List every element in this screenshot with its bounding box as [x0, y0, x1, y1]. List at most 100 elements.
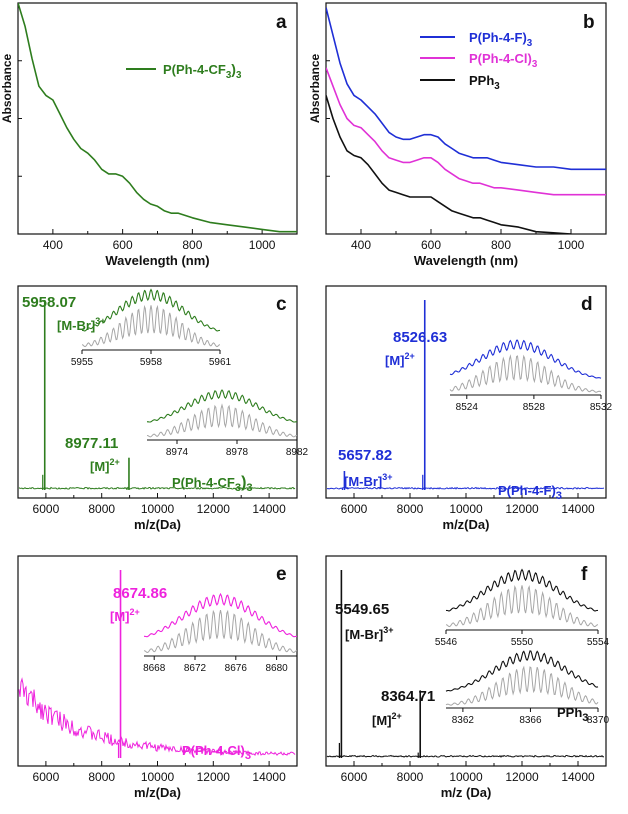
text-part: 3 — [556, 490, 562, 502]
compound-label: P(Ph-4-Cl)3 — [182, 743, 251, 762]
x-axis-label: Wavelength (nm) — [414, 253, 518, 268]
series-line-0 — [326, 7, 606, 171]
panel-letter: b — [583, 12, 595, 33]
ion-label: [M-Br]3+ — [344, 472, 393, 489]
inset-tick-label: 8532 — [590, 402, 613, 413]
x-axis-label: Wavelength (nm) — [105, 253, 209, 268]
inset-tick-label: 8974 — [166, 447, 189, 458]
plot-frame — [325, 2, 607, 235]
text-part: 3 — [235, 482, 241, 494]
x-tick-label: 10000 — [449, 770, 483, 784]
inset-tick-label: 8668 — [143, 663, 166, 674]
text-part: 3+ — [382, 472, 392, 482]
inset-0: 5546 5550 5554 — [435, 568, 610, 648]
panel-d: 6000 8000 10000 12000 14000 m/z(Da) 8526.63 [M]… — [325, 285, 613, 532]
inset-tick-label: 8524 — [456, 402, 479, 413]
x-tick-label: 8000 — [88, 770, 115, 784]
panel-b: 400 600 800 1000 Wavelength (nm) Absorbance b — [308, 2, 607, 268]
inset-simulated-pattern — [445, 584, 599, 628]
text-part: 3 — [582, 712, 588, 724]
x-tick-label: 10000 — [449, 502, 483, 516]
x-tick-label: 1000 — [558, 238, 585, 252]
text-part: [M] — [385, 353, 405, 368]
text-part: 3 — [246, 482, 252, 494]
inset-tick-label: 8978 — [226, 447, 249, 458]
x-axis-label: m/z(Da) — [134, 517, 181, 532]
inset-simulated-pattern — [81, 304, 221, 348]
y-axis-label: Absorbance — [0, 54, 14, 124]
inset-tick-label: 8370 — [587, 715, 610, 726]
plot-frame — [17, 2, 298, 235]
x-axis-label: m/z (Da) — [441, 785, 492, 800]
inset-tick-label: 8982 — [286, 447, 309, 458]
x-tick-label: 10000 — [141, 770, 175, 784]
x-axis-label: m/z(Da) — [134, 785, 181, 800]
x-tick-label: 14000 — [561, 502, 595, 516]
text-part: P(Ph-4-Cl) — [469, 51, 532, 66]
inset-experimental-pattern — [146, 389, 298, 423]
panel-letter: d — [581, 294, 593, 315]
text-part: [M-Br] — [344, 474, 382, 489]
spectrum-baseline — [326, 486, 605, 490]
peak-mz-label: 5958.07 — [22, 294, 76, 311]
text-part: [M] — [90, 459, 110, 474]
x-tick-label: 6000 — [33, 502, 60, 516]
panel-letter: a — [276, 12, 287, 33]
inset-simulated-pattern — [146, 403, 298, 438]
inset-tick-label: 8672 — [184, 663, 207, 674]
inset-tick-label: 8676 — [225, 663, 248, 674]
series-line-1 — [326, 67, 606, 196]
inset-tick-label: 5554 — [587, 637, 610, 648]
x-tick-label: 400 — [351, 238, 371, 252]
plot-frame — [325, 285, 607, 499]
inset-0: 5955 5958 5961 — [71, 288, 232, 368]
y-axis-label: Absorbance — [308, 54, 322, 124]
inset-1: 8362 8366 8370 — [445, 650, 610, 726]
x-tick-label: 8000 — [88, 502, 115, 516]
text-part: [M-Br] — [57, 318, 95, 333]
panel-letter: c — [276, 294, 287, 315]
ion-label: [M]2+ — [110, 607, 140, 624]
plot-frame — [325, 555, 607, 767]
inset-simulated-pattern — [445, 665, 599, 706]
inset-tick-label: 5955 — [71, 357, 94, 368]
text-part: P(Ph-4-F) — [469, 30, 527, 45]
legend-a: P(Ph-4-CF3)3 — [126, 61, 242, 81]
x-tick-label: 6000 — [341, 770, 368, 784]
text-part: 3 — [532, 59, 538, 70]
peak-mz-label: 8526.63 — [393, 329, 447, 346]
text-part: 3 — [226, 70, 232, 81]
peak-mz-label: 8364.71 — [381, 688, 435, 705]
panel-e: 6000 8000 10000 12000 14000 m/z(Da) 8674.86 [M]… — [17, 555, 298, 800]
text-part: [M] — [372, 713, 392, 728]
inset-tick-label: 8528 — [523, 402, 546, 413]
spectrum-baseline — [18, 486, 296, 490]
legend-label: P(Ph-4-CF3)3 — [163, 61, 242, 81]
text-part: 2+ — [130, 607, 140, 617]
text-part: P(Ph-4-CF — [163, 62, 226, 77]
panel-letter: e — [276, 564, 287, 585]
series-line-0 — [18, 3, 297, 233]
x-tick-label: 6000 — [341, 502, 368, 516]
inset-tick-label: 5961 — [209, 357, 232, 368]
text-part: 3+ — [383, 625, 393, 635]
inset-experimental-pattern — [445, 650, 599, 692]
ion-label: [M]2+ — [372, 711, 402, 728]
inset-tick-label: 8362 — [452, 715, 475, 726]
text-part: P(Ph-4-Cl) — [182, 743, 245, 758]
inset-tick-label: 8366 — [519, 715, 542, 726]
x-tick-label: 1000 — [249, 238, 276, 252]
peak-mz-label: 5549.65 — [335, 601, 389, 618]
x-tick-label: 12000 — [505, 502, 539, 516]
compound-label: P(Ph-4-F)3 — [498, 483, 562, 502]
legend-label: P(Ph-4-F)3 — [469, 30, 533, 49]
x-tick-label: 12000 — [197, 770, 231, 784]
ion-label: [M]2+ — [385, 351, 415, 368]
panel-letter: f — [581, 564, 588, 585]
peak-mz-label: 5657.82 — [338, 447, 392, 464]
x-tick-label: 8000 — [397, 770, 424, 784]
inset-0: 8524 8528 8532 — [449, 339, 613, 413]
text-part: PPh — [557, 705, 582, 720]
series-line-2 — [326, 95, 572, 234]
